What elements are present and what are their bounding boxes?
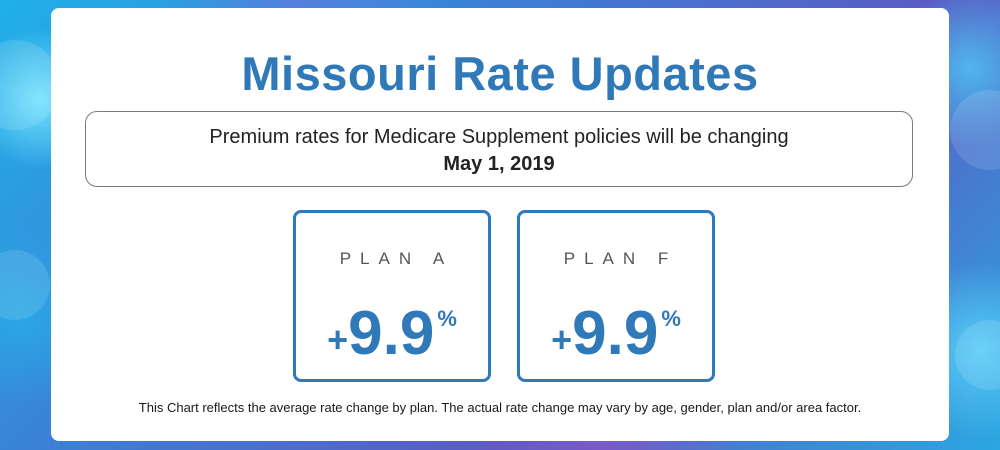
notice-date: May 1, 2019 (443, 153, 555, 175)
plan-a-unit: % (437, 306, 457, 331)
plan-a-rate: +9.9% (296, 289, 488, 380)
background-bubble (955, 320, 1000, 390)
rate-update-card: Missouri Rate Updates Premium rates for … (51, 8, 949, 441)
plan-f-rate: +9.9% (520, 289, 712, 380)
plan-a-box: PLAN A +9.9% (293, 210, 491, 382)
plan-a-sign: + (327, 319, 349, 360)
plan-f-box: PLAN F +9.9% (517, 210, 715, 382)
plan-a-name: PLAN A (339, 249, 454, 268)
background-bubble (0, 250, 50, 320)
plan-f-value: 9.9 (572, 299, 659, 368)
notice-text: Premium rates for Medicare Supplement po… (209, 126, 789, 148)
notice-box: Premium rates for Medicare Supplement po… (85, 111, 913, 187)
footnote: This Chart reflects the average rate cha… (138, 400, 862, 415)
plan-f-sign: + (551, 319, 573, 360)
plan-f-name: PLAN F (563, 249, 678, 268)
page-title: Missouri Rate Updates (241, 47, 759, 100)
plan-f-unit: % (661, 306, 681, 331)
plan-a-value: 9.9 (348, 299, 435, 368)
background-bubble (950, 90, 1000, 170)
